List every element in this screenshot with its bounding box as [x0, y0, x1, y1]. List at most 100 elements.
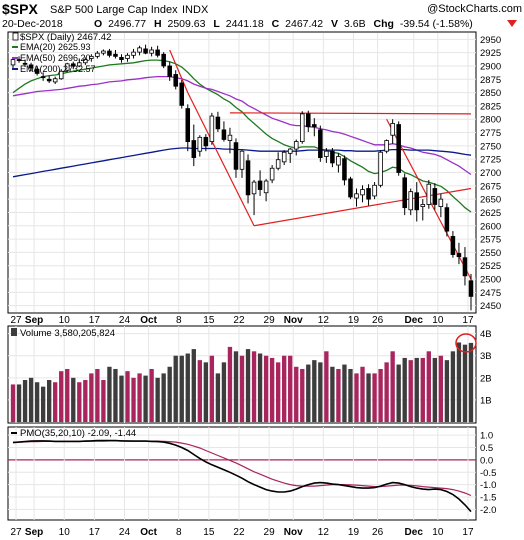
candle-body: [179, 82, 185, 106]
candle-body: [366, 188, 371, 200]
volume-bar: [53, 382, 58, 422]
volume-bar: [378, 368, 383, 422]
symbol-label: $SPX: [2, 1, 38, 17]
candle-body: [221, 129, 227, 140]
pmo-tick-label: -2.0: [480, 505, 496, 516]
volume-bar: [28, 377, 34, 422]
x-tick-label: 24: [119, 315, 131, 326]
x-tick-label: Oct: [140, 315, 157, 326]
candle-body: [408, 191, 413, 211]
candle-body: [438, 198, 444, 207]
volume-bar: [227, 346, 233, 422]
candle-body: [330, 150, 335, 164]
price-tick-label: 2675: [480, 181, 501, 192]
candle-body: [203, 136, 209, 147]
change-label: Chg: [374, 18, 394, 30]
volume-bar: [360, 366, 365, 422]
volume-bar: [215, 373, 221, 422]
volume-bar: [354, 373, 359, 422]
ema-line-50: [12, 75, 472, 176]
candle-body: [456, 253, 462, 258]
candle-body: [89, 55, 94, 59]
volume-bar: [257, 353, 263, 422]
volume-bar: [462, 344, 468, 422]
pmo-tick-label: 0.5: [480, 443, 493, 454]
volume-bar: [161, 373, 166, 422]
x-tick-label: Sep: [25, 315, 43, 326]
candle-body: [227, 134, 233, 141]
x-axis-top: 27 Sep 10 17 24 Oct 8 15 22 29 Nov 12 19 26 Dec 10 17: [10, 315, 474, 326]
candle-body: [390, 123, 395, 136]
candle-body: [275, 159, 281, 169]
candle-body: [324, 150, 329, 157]
volume-bar: [245, 349, 251, 422]
x-tick-label: 17: [89, 527, 101, 538]
candle-body: [318, 129, 323, 158]
candle-body: [263, 180, 269, 194]
candles: [10, 44, 474, 311]
candle-body: [293, 141, 299, 150]
candle-body: [414, 192, 420, 211]
open-label: O: [94, 18, 102, 30]
volume-bar: [342, 364, 347, 422]
volume-bar: [300, 368, 305, 422]
volume-bar: [426, 351, 431, 422]
candle-body: [462, 257, 468, 277]
candle-body: [233, 142, 239, 170]
candle-body: [34, 68, 40, 74]
legend-ema200: EMA(200) 2732.57: [20, 64, 96, 74]
pmo-y-axis: 1.00.50.0 -0.5-1.0-1.5 -2.0: [480, 431, 496, 516]
volume-bar: [390, 351, 395, 422]
ema-line-20: [12, 59, 472, 213]
price-tick-label: 2700: [480, 168, 501, 179]
volume-bar: [65, 368, 70, 422]
price-legend: $SPX (Daily) 2467.42 EMA(20) 2625.93 EMA…: [12, 32, 111, 74]
x-tick-label: Dec: [405, 315, 424, 326]
candle-body: [257, 180, 263, 190]
candle-body: [402, 177, 407, 209]
volume-bar: [294, 366, 299, 422]
high-label: H: [154, 18, 162, 30]
price-tick-label: 2625: [480, 208, 501, 219]
volume-bar: [366, 373, 371, 422]
price-tick-label: 2450: [480, 301, 501, 312]
price-tick-label: 2950: [480, 35, 501, 46]
volume-label-header: V: [331, 18, 338, 30]
candle-body: [113, 53, 118, 57]
candle-body: [420, 204, 426, 207]
volume-bar: [16, 384, 22, 422]
x-tick-label: 26: [372, 527, 384, 538]
volume-tick-label: 1B: [480, 395, 492, 406]
candle-body: [101, 50, 106, 54]
volume-y-axis: 4B 3B 2B 1B: [480, 329, 492, 406]
volume-bars: [10, 342, 474, 422]
volume-bar: [34, 382, 40, 422]
volume-bar: [173, 355, 178, 422]
x-tick-label: Nov: [284, 527, 303, 538]
volume-bar: [432, 357, 438, 422]
price-tick-label: 2800: [480, 115, 501, 126]
candle-body: [342, 158, 347, 181]
candle-body: [468, 280, 474, 297]
down-arrow-icon: [507, 20, 517, 27]
volume-bar: [71, 377, 76, 422]
x-tick-label: 8: [176, 315, 182, 326]
x-tick-label: 19: [348, 527, 360, 538]
x-tick-label: 17: [462, 527, 474, 538]
pmo-lines: [12, 439, 472, 513]
candle-body: [197, 136, 203, 152]
x-tick-label: 27: [10, 315, 22, 326]
x-tick-label: 10: [432, 527, 444, 538]
volume-bar: [251, 351, 257, 422]
volume-bar: [59, 371, 64, 422]
candle-body: [209, 115, 215, 143]
low-value: 2441.18: [226, 18, 264, 30]
candle-body: [306, 113, 311, 128]
x-tick-label: 22: [233, 527, 245, 538]
price-tick-label: 2900: [480, 61, 501, 72]
candle-body: [22, 62, 28, 65]
volume-bar: [318, 362, 323, 422]
volume-bar: [185, 353, 190, 422]
volume-bar: [179, 355, 184, 422]
